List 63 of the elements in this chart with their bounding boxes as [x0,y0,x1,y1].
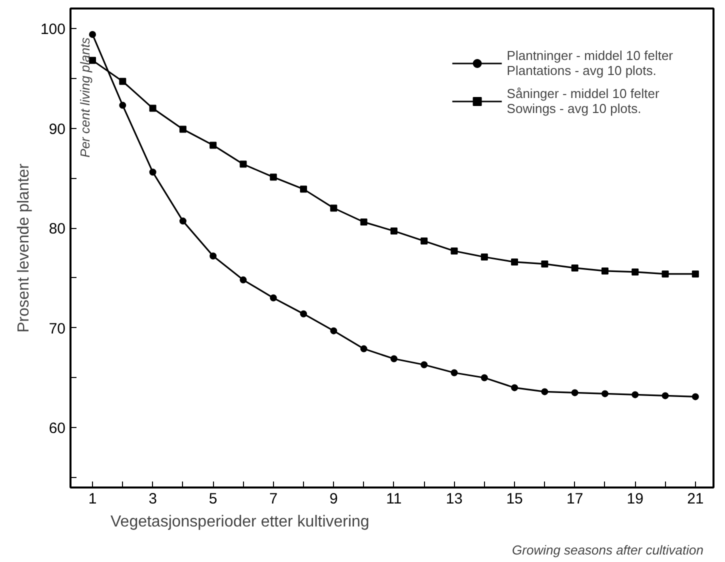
point [571,389,578,396]
point [662,270,669,278]
point [632,268,639,276]
y-tick-label: 100 [40,20,66,38]
x-tick-label: 19 [626,490,644,508]
point [179,218,186,225]
point [119,78,126,85]
point [300,186,308,193]
y-axis-title: Prosent levende planter [15,162,32,332]
point [390,355,398,362]
point [210,142,217,149]
point [541,260,548,268]
legend-label: Såninger - middel 10 felter Sowings - avg 10 plots. [506,86,660,116]
point [270,294,277,302]
point [450,247,458,254]
x-tick-label: 3 [148,490,157,508]
point [330,327,338,334]
x-tick-label: 1 [88,490,97,508]
point [450,369,458,376]
point [240,276,247,284]
point [300,310,308,318]
point [420,238,428,245]
point [360,218,368,226]
point [692,393,699,400]
x-axis-title: Vegetasjonsperioder etter kultivering [110,514,370,530]
x-tick-label: 9 [330,490,338,508]
point [511,258,518,266]
point [601,267,608,274]
point [240,160,247,168]
legend-label: Plantninger - middel 10 felter Plantations - avg 10 plots. [506,48,673,78]
point [662,392,669,400]
x-tick-label: 15 [506,490,523,508]
point [89,30,96,38]
point [390,228,398,235]
x-tick-label: 11 [386,490,402,508]
point [480,374,488,382]
point [149,168,156,176]
x-tick-label: 13 [446,490,463,508]
point [270,174,277,181]
point [119,102,126,109]
point [541,388,548,396]
point [511,384,518,392]
y-tick-label: 80 [48,220,66,238]
point [210,252,217,260]
point [149,104,156,112]
text: Growing seasons after cultivation [512,542,704,558]
point [330,204,338,212]
point [571,264,578,272]
y-tick-label: 60 [48,420,66,438]
x-tick-label: 21 [687,490,704,508]
y-tick-label: 70 [48,320,66,338]
x-tick-label: 5 [208,490,218,508]
point [420,361,428,368]
y-tick-label: 90 [48,120,66,138]
point [632,391,639,398]
point [692,270,699,278]
x-tick-label: 7 [269,490,278,508]
point [179,126,186,133]
point [360,345,368,352]
annotation: Per cent living plants [78,37,92,158]
point [480,253,488,260]
point [601,390,608,398]
x-tick-label: 17 [566,490,584,508]
